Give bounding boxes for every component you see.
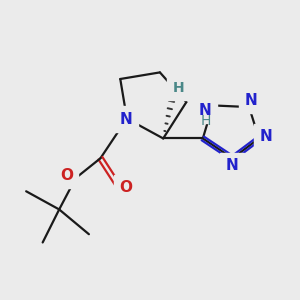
Text: O: O — [119, 181, 132, 196]
Text: N: N — [226, 158, 238, 173]
Text: H: H — [200, 114, 211, 128]
Text: N: N — [244, 93, 257, 108]
Text: N: N — [260, 129, 273, 144]
Text: O: O — [60, 168, 73, 183]
Text: N: N — [199, 103, 212, 118]
Text: N: N — [120, 112, 133, 127]
Text: H: H — [172, 81, 184, 95]
